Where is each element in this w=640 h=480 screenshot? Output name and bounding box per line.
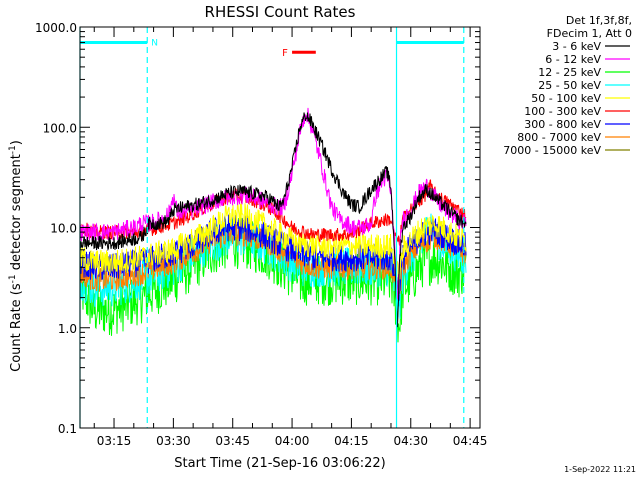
y-axis: 0.1 1.0 10.0 100.0 1000.0 — [35, 21, 480, 436]
y-tick-label: 0.1 — [58, 422, 77, 436]
legend-label: 25 - 50 keV — [538, 79, 601, 92]
series-line — [80, 112, 467, 328]
legend-header: Det 1f,3f,8f, — [566, 14, 632, 27]
chart-title: RHESSI Count Rates — [205, 3, 356, 21]
y-axis-label: Count Rate (s-1 detector segment-1) — [8, 140, 24, 372]
x-tick-label: 03:45 — [215, 434, 250, 448]
x-tick-label: 04:30 — [393, 434, 428, 448]
y-tick-label: 10.0 — [50, 222, 77, 236]
series-line — [80, 222, 467, 297]
x-axis: 03:15 03:30 03:45 04:00 04:15 04:30 04:45 — [93, 27, 488, 448]
interval-label: N — [151, 39, 158, 49]
legend-header: FDecim 1, Att 0 — [547, 27, 632, 40]
footer-date: 1-Sep-2022 11:21 — [564, 465, 636, 474]
legend-label: 800 - 7000 keV — [517, 131, 601, 144]
x-tick-label: 04:00 — [275, 434, 310, 448]
series-line — [80, 217, 467, 343]
legend-label: 7000 - 15000 keV — [503, 144, 601, 157]
x-tick-label: 03:30 — [156, 434, 191, 448]
y-tick-label: 1000.0 — [35, 21, 77, 35]
x-tick-label: 04:15 — [334, 434, 369, 448]
flare-marker-label: F — [282, 48, 288, 59]
legend-label: 100 - 300 keV — [524, 105, 601, 118]
x-tick-label: 04:45 — [453, 434, 488, 448]
legend-label: 12 - 25 keV — [538, 66, 601, 79]
y-tick-label: 1.0 — [58, 322, 77, 336]
legend-label: 6 - 12 keV — [545, 53, 601, 66]
legend-label: 50 - 100 keV — [531, 92, 601, 105]
series-line — [80, 107, 467, 300]
legend-label: 3 - 6 keV — [552, 40, 601, 53]
x-tick-label: 03:15 — [97, 434, 132, 448]
legend-label: 300 - 800 keV — [524, 118, 601, 131]
series-line — [80, 203, 467, 291]
y-tick-label: 100.0 — [43, 121, 77, 135]
x-axis-label: Start Time (21-Sep-16 03:06:22) — [174, 456, 385, 471]
plot-area: NF — [79, 26, 481, 429]
